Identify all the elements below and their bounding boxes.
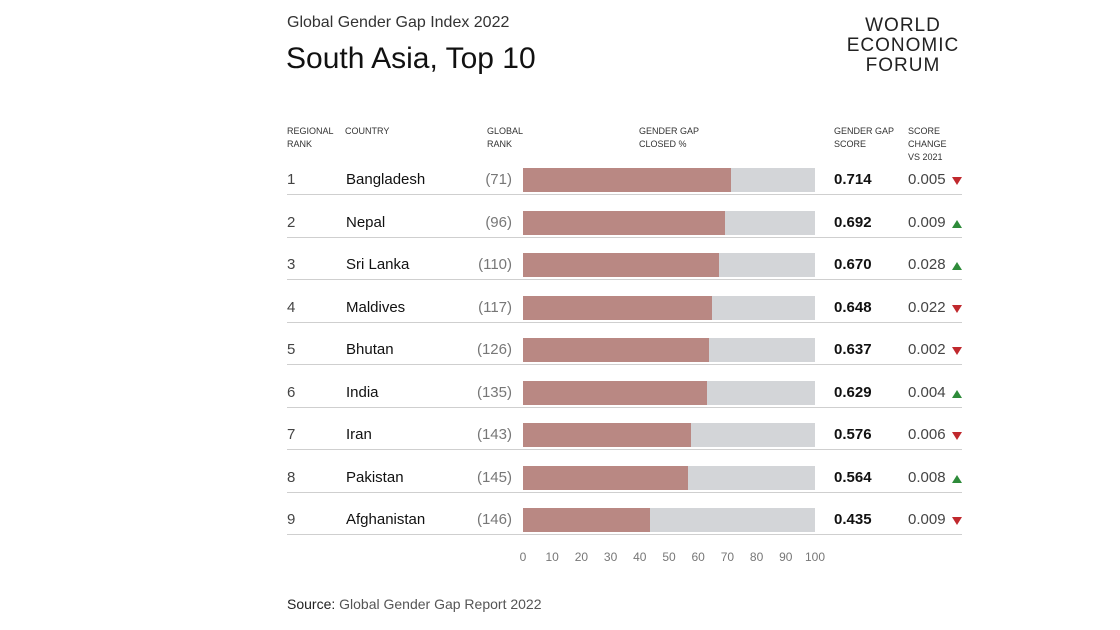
bar xyxy=(523,210,726,235)
score: 0.648 xyxy=(834,298,872,316)
supertitle: Global Gender Gap Index 2022 xyxy=(287,14,510,31)
row-separator xyxy=(287,534,962,535)
x-tick-label: 10 xyxy=(545,550,559,564)
score: 0.629 xyxy=(834,383,872,401)
logo-line: FORUM xyxy=(865,55,941,76)
bar xyxy=(523,380,707,405)
change-arrow xyxy=(952,517,962,525)
bar xyxy=(523,338,709,362)
score-change: 0.022 xyxy=(908,298,946,316)
row-separator xyxy=(287,449,962,450)
logo: WORLD ECONOMIC FORUM xyxy=(838,16,968,76)
global-rank: (145) xyxy=(476,468,512,486)
change-arrow xyxy=(952,219,962,228)
country: Maldives xyxy=(346,298,406,316)
country: Bhutan xyxy=(346,341,394,358)
bar xyxy=(523,508,651,532)
global-rank: (146) xyxy=(476,511,512,528)
x-tick-label: 20 xyxy=(574,550,589,564)
global-rank: (126) xyxy=(476,341,512,358)
global-rank: (110) xyxy=(478,256,512,273)
row-separator xyxy=(287,406,962,408)
change-arrow xyxy=(952,177,962,185)
header: GLOBAL RANK xyxy=(487,126,523,149)
logo-line: WORLD xyxy=(865,15,941,36)
bar xyxy=(523,295,713,320)
logo-line: ECONOMIC xyxy=(846,35,960,56)
country: Nepal xyxy=(346,213,386,231)
row-separator xyxy=(287,364,962,365)
x-tick-label: 90 xyxy=(779,550,793,564)
global-rank: (143) xyxy=(476,426,512,443)
row-separator xyxy=(287,194,962,195)
x-tick-label: 100 xyxy=(804,550,826,564)
x-tick-label: 60 xyxy=(691,550,705,564)
row-separator xyxy=(287,279,962,280)
change-arrow xyxy=(952,347,962,355)
regional-rank: 4 xyxy=(287,298,296,316)
x-tick-label: 40 xyxy=(633,550,647,564)
x-tick-label: 80 xyxy=(749,550,764,564)
x-tick-label: 70 xyxy=(720,550,735,564)
global-rank: (71) xyxy=(485,171,512,188)
regional-rank: 8 xyxy=(287,468,296,486)
score-change: 0.004 xyxy=(908,383,946,401)
country: Pakistan xyxy=(346,468,404,486)
x-tick-label: 50 xyxy=(662,550,676,564)
title: South Asia, Top 10 xyxy=(286,42,536,75)
score-change: 0.005 xyxy=(908,171,946,188)
country: India xyxy=(346,383,379,401)
score-change: 0.008 xyxy=(908,468,946,486)
header: SCORE CHANGE VS 2021 xyxy=(908,126,947,162)
row-separator xyxy=(287,236,962,238)
country: Afghanistan xyxy=(346,511,426,528)
x-tick-label: 30 xyxy=(603,550,618,564)
change-arrow xyxy=(952,474,962,483)
score: 0.692 xyxy=(834,213,872,231)
regional-rank: 2 xyxy=(287,213,296,231)
score-change: 0.009 xyxy=(908,213,946,231)
score-change: 0.002 xyxy=(908,341,946,358)
change-arrow xyxy=(952,432,962,440)
change-arrow xyxy=(952,262,962,270)
regional-rank: 5 xyxy=(287,341,296,358)
regional-rank: 6 xyxy=(287,383,296,401)
change-arrow xyxy=(952,304,962,313)
row-separator xyxy=(287,491,962,493)
score: 0.714 xyxy=(834,171,872,188)
regional-rank: 9 xyxy=(287,511,296,528)
bar xyxy=(523,465,688,490)
country: Bangladesh xyxy=(346,171,426,188)
bar xyxy=(523,168,732,192)
country: Sri Lanka xyxy=(346,256,410,273)
header: COUNTRY xyxy=(345,126,390,136)
score: 0.435 xyxy=(834,511,872,528)
source-label: Source: xyxy=(287,596,336,612)
source-text: Global Gender Gap Report 2022 xyxy=(339,596,542,612)
header: GENDER GAP CLOSED % xyxy=(639,126,699,149)
score: 0.670 xyxy=(834,256,872,273)
header: REGIONAL RANK xyxy=(287,126,334,149)
regional-rank: 7 xyxy=(287,426,296,443)
regional-rank: 3 xyxy=(287,256,296,273)
score-change: 0.006 xyxy=(908,426,946,443)
score: 0.637 xyxy=(834,341,872,358)
bar xyxy=(523,253,719,277)
score-change: 0.009 xyxy=(908,511,946,528)
country: Iran xyxy=(346,426,372,443)
regional-rank: 1 xyxy=(287,171,296,188)
global-rank: (117) xyxy=(478,298,512,316)
change-arrow xyxy=(952,389,962,398)
bar xyxy=(523,423,692,447)
global-rank: (96) xyxy=(485,213,512,231)
global-rank: (135) xyxy=(476,383,512,401)
source: Source: Global Gender Gap Report 2022 xyxy=(287,596,542,612)
x-tick-label: 0 xyxy=(519,550,527,564)
score: 0.576 xyxy=(834,426,872,443)
header: GENDER GAP SCORE xyxy=(834,126,894,149)
score-change: 0.028 xyxy=(908,256,946,273)
row-separator xyxy=(287,321,962,323)
score: 0.564 xyxy=(834,468,872,486)
